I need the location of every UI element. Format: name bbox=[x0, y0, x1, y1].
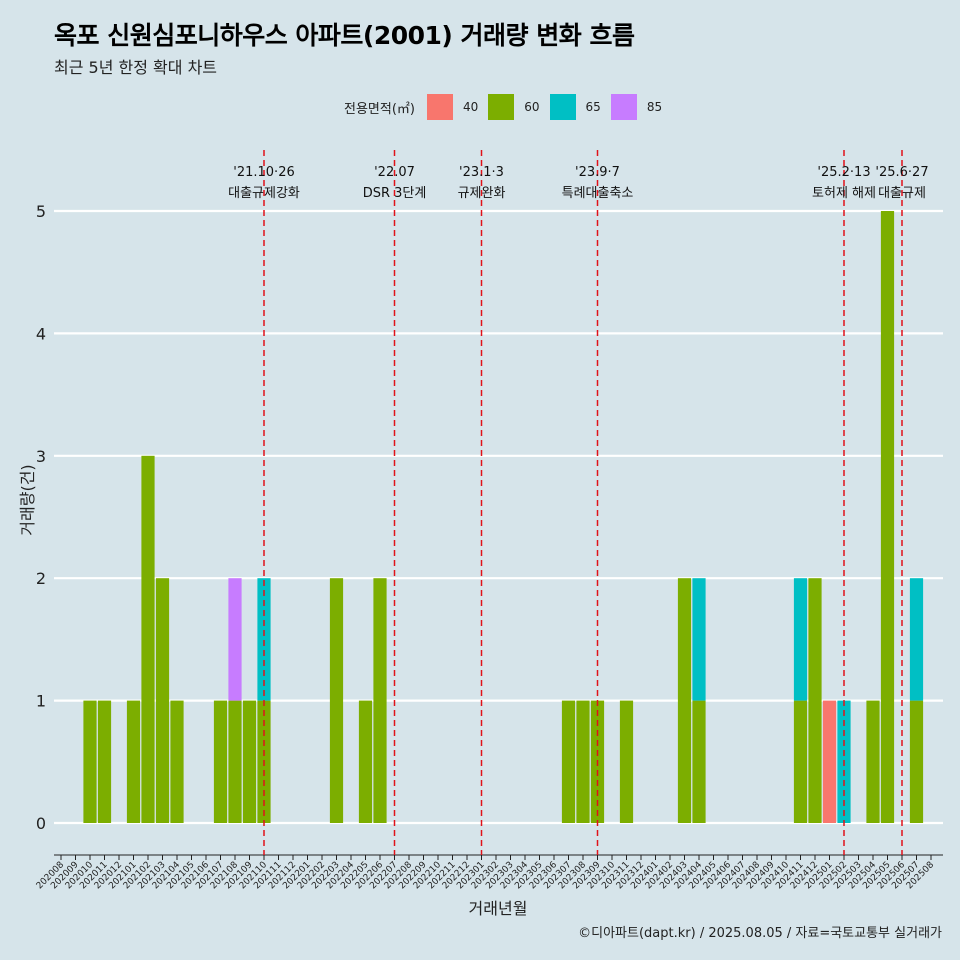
event-date: '25.2·13 bbox=[817, 165, 870, 180]
legend-item-65: 65 bbox=[549, 94, 601, 120]
bar-60 bbox=[242, 700, 257, 823]
bar-60 bbox=[228, 700, 242, 823]
bar-60 bbox=[358, 700, 373, 823]
chart-caption: ©디아파트(dapt.kr) / 2025.08.05 / 자료=국토교통부 실… bbox=[578, 926, 942, 941]
legend-key-60 bbox=[488, 94, 515, 120]
y-tick-label: 2 bbox=[36, 569, 46, 588]
bar-65 bbox=[257, 578, 271, 701]
bar-60 bbox=[155, 578, 170, 823]
bar-60 bbox=[83, 700, 97, 823]
bar-60 bbox=[561, 700, 576, 823]
y-tick-label: 0 bbox=[36, 814, 46, 833]
legend-label-60: 60 bbox=[524, 100, 540, 114]
y-tick-label: 4 bbox=[36, 324, 46, 343]
y-tick-label: 5 bbox=[36, 202, 46, 221]
bar-60 bbox=[373, 578, 387, 823]
bar-60 bbox=[126, 700, 141, 823]
bar-60 bbox=[619, 700, 634, 823]
bar-60 bbox=[213, 700, 228, 823]
legend-item-60: 60 bbox=[488, 94, 540, 120]
bar-60 bbox=[866, 700, 880, 823]
y-tick-label: 3 bbox=[36, 447, 46, 466]
x-axis-title: 거래년월 bbox=[469, 899, 528, 918]
bar-40 bbox=[822, 700, 837, 823]
legend-item-40: 40 bbox=[426, 94, 479, 120]
chart-subtitle: 최근 5년 한정 확대 차트 bbox=[54, 58, 218, 77]
event-label: DSR 3단계 bbox=[363, 186, 427, 201]
chart-title: 옥포 신원심포니하우스 아파트(2001) 거래량 변화 흐름 bbox=[54, 21, 635, 50]
event-date: '23.9·7 bbox=[575, 165, 620, 180]
bar-65 bbox=[793, 578, 808, 701]
bar-60 bbox=[576, 700, 590, 823]
bar-60 bbox=[692, 700, 706, 823]
legend-label-85: 85 bbox=[646, 100, 663, 114]
bar-60 bbox=[909, 700, 924, 823]
event-date: '22.07 bbox=[374, 165, 415, 180]
legend-title: 전용면적(㎡) bbox=[344, 101, 415, 117]
event-date: '21.10·26 bbox=[233, 165, 294, 180]
legend: 전용면적(㎡) 40 60 65 85 bbox=[344, 93, 672, 121]
event-label: 대출규제 bbox=[878, 186, 926, 201]
legend-key-85 bbox=[610, 94, 637, 120]
event-label: 특례대출축소 bbox=[562, 186, 634, 201]
y-tick-label: 1 bbox=[36, 692, 46, 711]
bar-65 bbox=[692, 578, 706, 701]
bar-60 bbox=[677, 578, 692, 823]
legend-key-65 bbox=[549, 94, 576, 120]
bar-65 bbox=[909, 578, 924, 701]
legend-item-85: 85 bbox=[610, 94, 663, 120]
event-label: 토허제 해제 bbox=[812, 186, 876, 201]
bar-60 bbox=[880, 211, 895, 823]
event-date: '25.6·27 bbox=[875, 165, 928, 180]
y-axis-title: 거래량(건) bbox=[18, 464, 37, 535]
bar-60 bbox=[170, 700, 184, 823]
event-date: '23.1·3 bbox=[459, 165, 504, 180]
event-label: 규제완화 bbox=[458, 186, 506, 201]
bar-60 bbox=[141, 455, 155, 823]
legend-label-40: 40 bbox=[462, 100, 479, 114]
event-label: 대출규제강화 bbox=[228, 186, 300, 201]
bar-85 bbox=[228, 578, 242, 701]
bar-60 bbox=[793, 700, 808, 823]
bar-60 bbox=[808, 578, 822, 823]
legend-key-40 bbox=[426, 94, 453, 120]
legend-label-65: 65 bbox=[585, 100, 601, 114]
bar-60 bbox=[97, 700, 112, 823]
bar-60 bbox=[329, 578, 344, 823]
